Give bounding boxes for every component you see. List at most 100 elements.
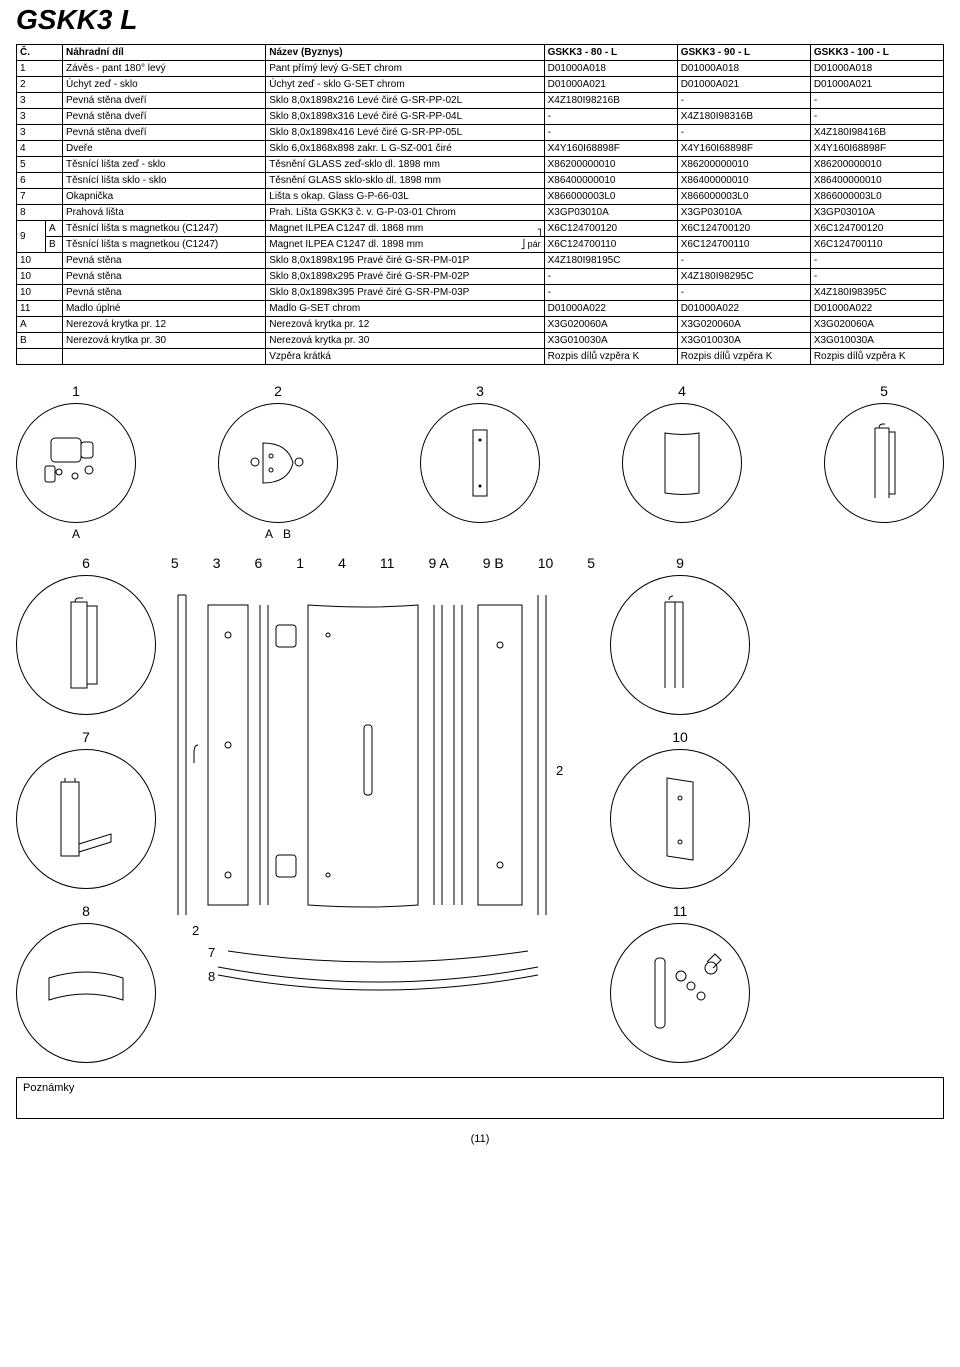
diagram-label: 10 <box>672 729 688 745</box>
cell-code: D01000A018 <box>677 61 810 77</box>
diagram-label: 11 <box>673 903 688 919</box>
parts-table: Č. Náhradní díl Název (Byznys) GSKK3 - 8… <box>16 44 944 365</box>
table-row: 9ATěsnící lišta s magnetkou (C1247)Magne… <box>17 221 944 237</box>
cell-code: X4Z180I98195C <box>544 253 677 269</box>
diagram-label: 6 <box>82 555 90 571</box>
cell-biz: Nerezová krytka pr. 12 <box>266 317 544 333</box>
cl: 9 B <box>483 555 504 571</box>
cell-code: X6C124700120 <box>677 221 810 237</box>
cell-biz: Sklo 8,0x1898x316 Levé čiré G-SR-PP-04L <box>266 109 544 125</box>
cell-code: X6C124700120 <box>544 221 677 237</box>
cell-code: X3G010030A <box>544 333 677 349</box>
cell-num: 10 <box>17 285 63 301</box>
diagram-cell-8: 8 <box>16 903 156 1063</box>
cell-code: X6C124700110 <box>544 237 677 253</box>
diagram-circle <box>622 403 742 523</box>
table-row: 10Pevná stěnaSklo 8,0x1898x395 Pravé čir… <box>17 285 944 301</box>
svg-text:2: 2 <box>556 763 563 778</box>
cell-code: - <box>677 125 810 141</box>
th-c1: GSKK3 - 80 - L <box>544 45 677 61</box>
cell-code: - <box>677 253 810 269</box>
cell-code: X866000003L0 <box>810 189 943 205</box>
cell-code: X3G020060A <box>544 317 677 333</box>
cell-sub: A <box>46 221 63 237</box>
cell-code: X4Z180I98416B <box>810 125 943 141</box>
cell-code: X866000003L0 <box>544 189 677 205</box>
cell-name: Úchyt zeď - sklo <box>62 77 265 93</box>
cell-code: X4Z180I98216B <box>544 93 677 109</box>
cell-name: Nerezová krytka pr. 30 <box>62 333 265 349</box>
table-row: 3Pevná stěna dveříSklo 8,0x1898x316 Levé… <box>17 109 944 125</box>
cell-name: Těsnící lišta s magnetkou (C1247) <box>62 237 265 253</box>
cell-code: - <box>810 269 943 285</box>
cell-code: - <box>810 253 943 269</box>
cell-code: D01000A018 <box>544 61 677 77</box>
cell-code: D01000A021 <box>677 77 810 93</box>
cell-sub: B <box>46 237 63 253</box>
th-name: Náhradní díl <box>62 45 265 61</box>
cell-num: 6 <box>17 173 63 189</box>
cl: 6 <box>255 555 263 571</box>
cell-name: Dveře <box>62 141 265 157</box>
table-header-row: Č. Náhradní díl Název (Byznys) GSKK3 - 8… <box>17 45 944 61</box>
table-row: 3Pevná stěna dveříSklo 8,0x1898x216 Levé… <box>17 93 944 109</box>
cell-biz: Sklo 8,0x1898x216 Levé čiré G-SR-PP-02L <box>266 93 544 109</box>
right-column: 9 10 11 <box>610 555 750 1063</box>
cell-code: D01000A022 <box>544 301 677 317</box>
cell-code: X86400000010 <box>810 173 943 189</box>
cell-num: 10 <box>17 253 63 269</box>
cell-code: Rozpis dílů vzpěra K <box>677 349 810 365</box>
diagram-cell-9: 9 <box>610 555 750 715</box>
cell-code: X3G010030A <box>810 333 943 349</box>
diagram-circle <box>610 923 750 1063</box>
cell-name: Madlo úplné <box>62 301 265 317</box>
table-row: ANerezová krytka pr. 12Nerezová krytka p… <box>17 317 944 333</box>
diagram-circle <box>218 403 338 523</box>
cl: 4 <box>338 555 346 571</box>
cell-num <box>17 349 63 365</box>
cell-code: - <box>544 109 677 125</box>
page-number: (11) <box>16 1133 944 1145</box>
diagram-cell-2: 2 A B <box>218 383 338 541</box>
cell-code: X3G010030A <box>677 333 810 349</box>
cell-biz: Sklo 8,0x1898x395 Pravé čiré G-SR-PM-03P <box>266 285 544 301</box>
diagram-cell-11: 11 <box>610 903 750 1063</box>
cell-biz: Těsnění GLASS sklo-sklo dl. 1898 mm <box>266 173 544 189</box>
table-row: 6Těsnící lišta sklo - skloTěsnění GLASS … <box>17 173 944 189</box>
th-num: Č. <box>17 45 63 61</box>
diagram-circle <box>16 575 156 715</box>
diagram-cell-4: 4 <box>622 383 742 523</box>
cell-code: X6C124700110 <box>810 237 943 253</box>
cell-num: 8 <box>17 205 63 221</box>
exploded-svg: 2 7 8 2 <box>168 575 598 1005</box>
diagram-cell-6: 6 <box>16 555 156 715</box>
cell-code: - <box>677 93 810 109</box>
cell-num: 5 <box>17 157 63 173</box>
center-exploded: 5 3 6 1 4 11 9 A 9 B 10 5 <box>168 555 598 1005</box>
diagram-cell-5: 5 <box>824 383 944 523</box>
cell-biz: Prah. Lišta GSKK3 č. v. G-P-03-01 Chrom <box>266 205 544 221</box>
cell-biz: Magnet ILPEA C1247 dl. 1898 mm ⎦ pár <box>266 237 544 253</box>
table-row: 10Pevná stěnaSklo 8,0x1898x195 Pravé čir… <box>17 253 944 269</box>
cell-biz: Sklo 8,0x1898x295 Pravé čiré G-SR-PM-02P <box>266 269 544 285</box>
cell-name: Pevná stěna <box>62 285 265 301</box>
diagram-row-1: 1 A 2 <box>16 383 944 541</box>
cell-biz: Těsnění GLASS zeď-sklo dl. 1898 mm <box>266 157 544 173</box>
cl: 10 <box>538 555 554 571</box>
left-column: 6 7 8 <box>16 555 156 1063</box>
cell-code: X6C124700120 <box>810 221 943 237</box>
sub-b: B <box>283 527 291 541</box>
diagrams-area: 1 A 2 <box>16 383 944 1063</box>
cell-name: Pevná stěna dveří <box>62 93 265 109</box>
diagram-circle <box>16 749 156 889</box>
cell-num: A <box>17 317 63 333</box>
cell-code: X3G020060A <box>810 317 943 333</box>
cell-code: X4Y160I68898F <box>544 141 677 157</box>
cell-code: X3GP03010A <box>810 205 943 221</box>
cell-code: X4Z180I98295C <box>677 269 810 285</box>
table-row: 5Těsnící lišta zeď - skloTěsnění GLASS z… <box>17 157 944 173</box>
cl: 1 <box>296 555 304 571</box>
cl: 11 <box>380 555 395 571</box>
diagram-label: 4 <box>678 383 686 399</box>
cell-num: 3 <box>17 109 63 125</box>
